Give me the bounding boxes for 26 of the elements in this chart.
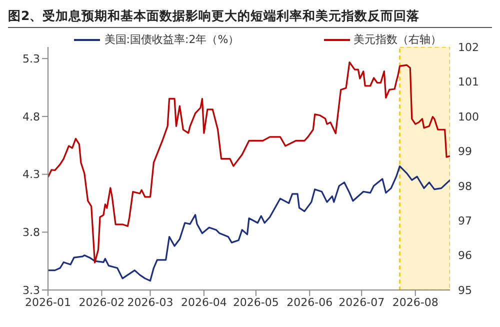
y2-tick-label: 100 [458, 110, 479, 124]
legend-label: 美国:国债收益率:2年（%） [104, 32, 240, 47]
x-tick-label: 2026-05 [232, 296, 279, 309]
x-tick-label: 2026-08 [392, 296, 438, 309]
y2-tick-label: 97 [458, 214, 472, 228]
y2-tick-label: 95 [458, 284, 472, 297]
legend-label: 美元指数（右轴） [354, 32, 442, 47]
y2-tick-label: 102 [458, 40, 479, 54]
x-tick-label: 2026-07 [338, 296, 385, 309]
y-tick-label: 4.3 [22, 168, 40, 182]
y2-tick-label: 96 [458, 249, 472, 262]
chart-title: 图2、受加息预期和基本面数据影响更大的短端利率和美元指数反而回落 [8, 8, 492, 28]
x-tick-label: 2026-01 [25, 296, 71, 309]
x-tick-label: 2026-06 [286, 296, 333, 309]
x-tick-label: 2026-02 [78, 296, 125, 309]
x-tick-label: 2026-03 [127, 296, 174, 309]
y-tick-label: 3.3 [22, 284, 40, 297]
y-tick-label: 3.8 [22, 226, 40, 240]
y2-tick-label: 98 [458, 180, 472, 193]
y2-tick-label: 99 [458, 145, 472, 158]
y-tick-label: 5.3 [22, 52, 40, 66]
line-series [48, 61, 450, 264]
x-tick-label: 2026-04 [180, 296, 227, 309]
y-tick-label: 4.8 [22, 110, 40, 124]
line-series [48, 165, 450, 282]
y2-tick-label: 101 [458, 76, 479, 89]
